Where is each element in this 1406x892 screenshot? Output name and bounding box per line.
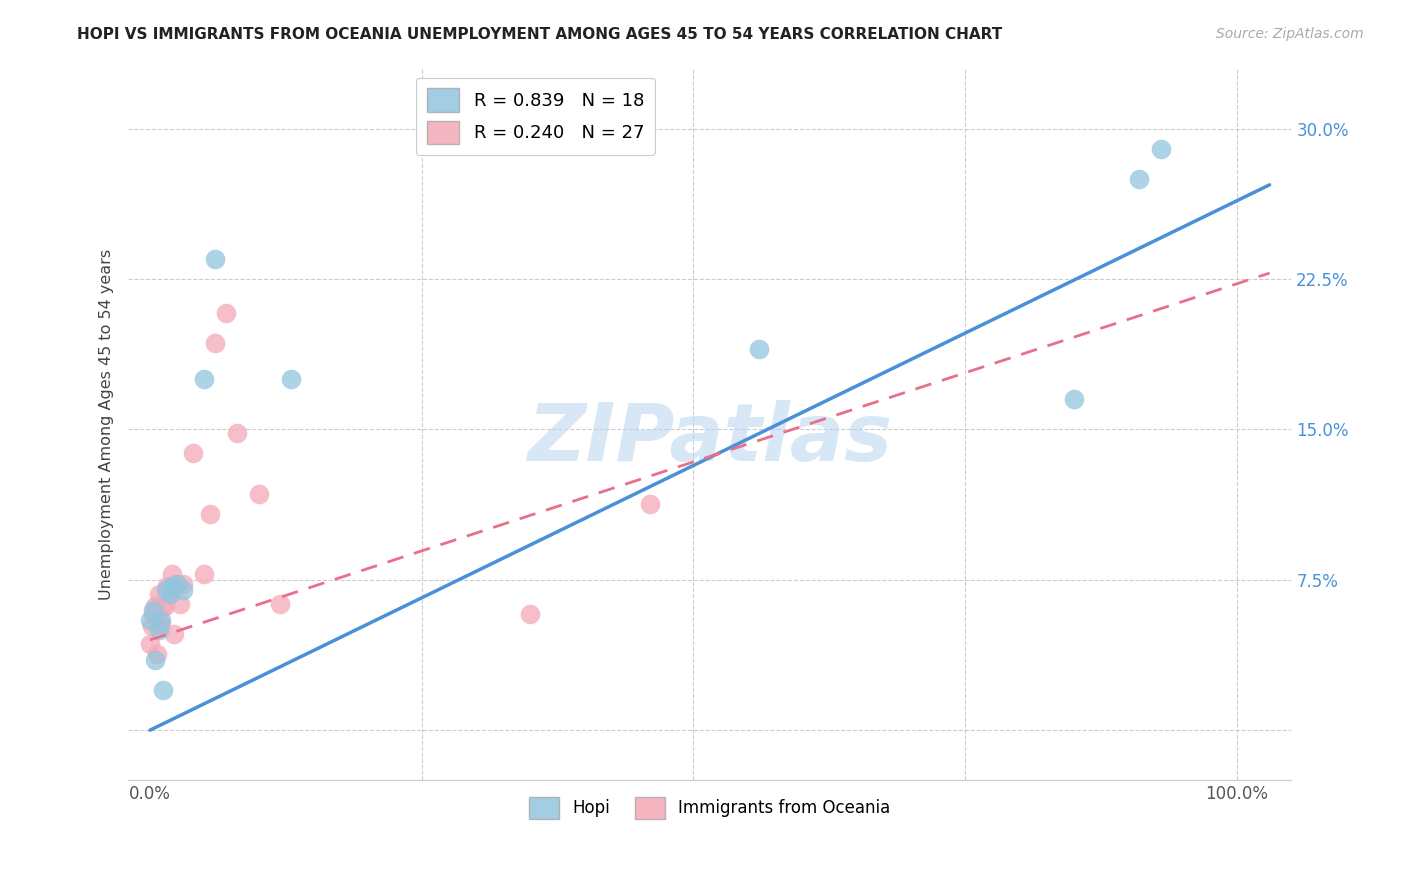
Y-axis label: Unemployment Among Ages 45 to 54 years: Unemployment Among Ages 45 to 54 years bbox=[100, 249, 114, 600]
Point bbox=[169, 597, 191, 611]
Point bbox=[193, 566, 215, 581]
Point bbox=[166, 576, 188, 591]
Point bbox=[142, 607, 165, 621]
Point bbox=[139, 637, 162, 651]
Point bbox=[145, 653, 167, 667]
Legend: Hopi, Immigrants from Oceania: Hopi, Immigrants from Oceania bbox=[522, 790, 897, 825]
Point bbox=[142, 603, 165, 617]
Point bbox=[166, 576, 188, 591]
Point bbox=[145, 599, 167, 613]
Text: Source: ZipAtlas.com: Source: ZipAtlas.com bbox=[1216, 27, 1364, 41]
Point bbox=[155, 599, 177, 613]
Point bbox=[145, 647, 167, 661]
Point bbox=[159, 587, 181, 601]
Point bbox=[155, 582, 177, 597]
Point bbox=[149, 616, 172, 631]
Point bbox=[163, 627, 186, 641]
Point bbox=[198, 507, 221, 521]
Point bbox=[148, 623, 170, 637]
Point bbox=[149, 613, 172, 627]
Point bbox=[247, 486, 270, 500]
Point bbox=[748, 343, 770, 357]
Point bbox=[159, 587, 181, 601]
Text: HOPI VS IMMIGRANTS FROM OCEANIA UNEMPLOYMENT AMONG AGES 45 TO 54 YEARS CORRELATI: HOPI VS IMMIGRANTS FROM OCEANIA UNEMPLOY… bbox=[77, 27, 1002, 42]
Point bbox=[172, 582, 194, 597]
Point bbox=[226, 426, 249, 441]
Point bbox=[280, 372, 302, 386]
Point bbox=[638, 497, 661, 511]
Point bbox=[1150, 142, 1173, 156]
Point bbox=[183, 446, 205, 460]
Point bbox=[215, 306, 238, 320]
Point bbox=[148, 587, 170, 601]
Point bbox=[160, 566, 183, 581]
Point bbox=[156, 579, 179, 593]
Point bbox=[269, 597, 291, 611]
Point bbox=[204, 252, 226, 266]
Point bbox=[141, 619, 163, 633]
Point bbox=[193, 372, 215, 386]
Point bbox=[204, 336, 226, 351]
Point bbox=[1063, 392, 1085, 407]
Point bbox=[148, 616, 170, 631]
Text: ZIPatlas: ZIPatlas bbox=[527, 400, 893, 477]
Point bbox=[172, 576, 194, 591]
Point bbox=[139, 613, 162, 627]
Point bbox=[160, 579, 183, 593]
Point bbox=[1128, 171, 1150, 186]
Point bbox=[519, 607, 541, 621]
Point bbox=[152, 683, 174, 698]
Point bbox=[152, 599, 174, 613]
